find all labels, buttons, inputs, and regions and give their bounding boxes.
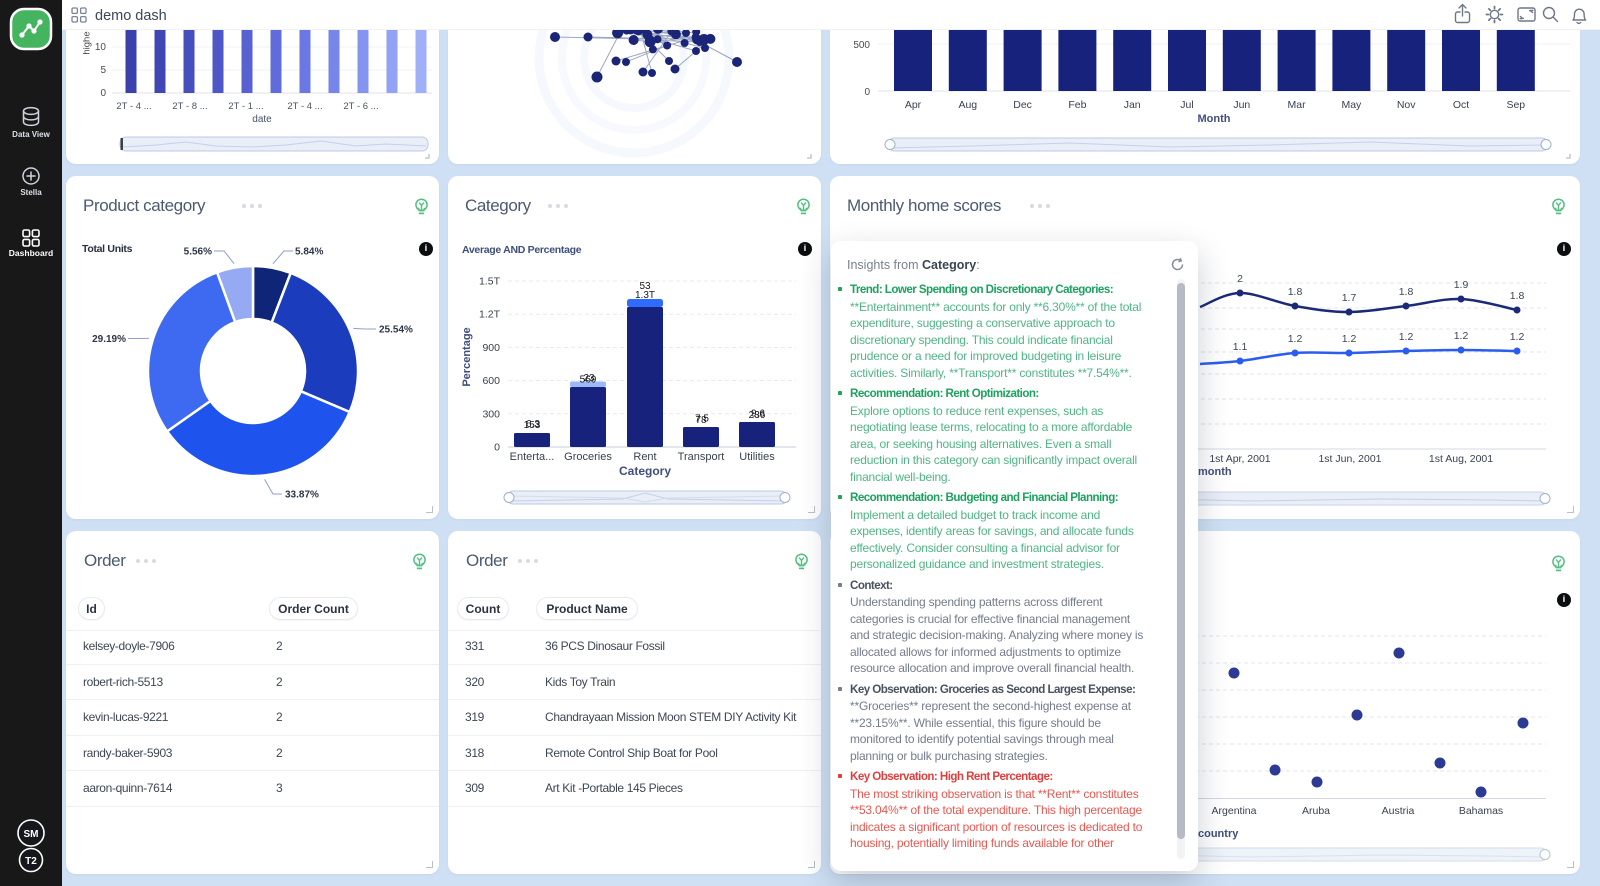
svg-text:Austria: Austria xyxy=(1382,805,1415,817)
svg-text:0: 0 xyxy=(864,87,870,98)
svg-text:0: 0 xyxy=(100,88,106,99)
svg-text:1.3T: 1.3T xyxy=(635,290,655,301)
svg-text:Jan: Jan xyxy=(1124,99,1141,111)
svg-text:1.2: 1.2 xyxy=(1342,333,1357,345)
svg-text:1.9: 1.9 xyxy=(1454,279,1469,291)
svg-text:53: 53 xyxy=(639,281,651,292)
svg-text:2T - 6 ...: 2T - 6 ... xyxy=(343,101,378,112)
svg-text:Oct: Oct xyxy=(1453,99,1469,111)
svg-text:Rent: Rent xyxy=(633,451,656,463)
svg-text:2T - 4 ...: 2T - 4 ... xyxy=(287,101,322,112)
svg-text:Stella: Stella xyxy=(20,188,42,197)
svg-text:Groceries: Groceries xyxy=(564,451,612,463)
svg-text:T2: T2 xyxy=(25,856,37,867)
svg-text:5.84%: 5.84% xyxy=(295,247,323,258)
svg-text:Aruba: Aruba xyxy=(1302,805,1330,817)
svg-text:demo dash: demo dash xyxy=(95,8,167,24)
svg-text:600: 600 xyxy=(482,375,500,387)
svg-text:Aug: Aug xyxy=(958,99,977,111)
svg-text:May: May xyxy=(1341,99,1362,111)
svg-text:1.8: 1.8 xyxy=(1399,286,1414,298)
svg-text:2T - 1 ...: 2T - 1 ... xyxy=(228,101,263,112)
svg-text:1.8: 1.8 xyxy=(1288,286,1303,298)
svg-text:1.2: 1.2 xyxy=(1510,331,1525,343)
svg-text:date: date xyxy=(252,114,272,125)
svg-text:78: 78 xyxy=(695,415,707,426)
svg-text:2T - 8 ...: 2T - 8 ... xyxy=(172,101,207,112)
svg-text:1st Apr, 2001: 1st Apr, 2001 xyxy=(1209,453,1270,465)
svg-text:29.19%: 29.19% xyxy=(92,334,126,345)
svg-text:Dec: Dec xyxy=(1013,99,1032,111)
svg-text:9.6: 9.6 xyxy=(751,409,765,420)
svg-text:SM: SM xyxy=(24,829,39,840)
svg-text:Nov: Nov xyxy=(1397,99,1416,111)
svg-text:Transport: Transport xyxy=(678,451,725,463)
svg-text:Bahamas: Bahamas xyxy=(1459,805,1503,817)
svg-text:Argentina: Argentina xyxy=(1212,805,1257,817)
svg-text:153: 153 xyxy=(524,420,541,431)
svg-text:1st Jun, 2001: 1st Jun, 2001 xyxy=(1318,453,1381,465)
svg-text:highe: highe xyxy=(82,31,93,54)
svg-text:5.56%: 5.56% xyxy=(184,247,212,258)
svg-text:569: 569 xyxy=(580,375,597,386)
svg-text:Percentage: Percentage xyxy=(461,327,473,386)
svg-text:900: 900 xyxy=(482,342,500,354)
svg-text:23: 23 xyxy=(583,373,595,384)
svg-text:Data View: Data View xyxy=(12,130,50,139)
svg-text:1.7: 1.7 xyxy=(1342,292,1357,304)
svg-text:country: country xyxy=(1198,828,1239,840)
svg-text:1st Aug, 2001: 1st Aug, 2001 xyxy=(1429,453,1493,465)
svg-text:Mar: Mar xyxy=(1288,99,1307,111)
svg-text:Enterta...: Enterta... xyxy=(510,451,555,463)
svg-text:1.2: 1.2 xyxy=(1454,330,1469,342)
svg-text:Feb: Feb xyxy=(1068,99,1086,111)
svg-text:10: 10 xyxy=(95,42,107,53)
svg-text:0: 0 xyxy=(494,442,500,454)
svg-text:1.1: 1.1 xyxy=(1233,341,1248,353)
svg-text:33.87%: 33.87% xyxy=(285,490,319,501)
svg-text:Month: Month xyxy=(1198,113,1231,125)
svg-text:6.3: 6.3 xyxy=(526,419,540,430)
svg-text:1.5T: 1.5T xyxy=(479,276,501,288)
svg-text:Sep: Sep xyxy=(1506,99,1525,111)
svg-text:Category: Category xyxy=(619,464,671,478)
svg-text:Jun: Jun xyxy=(1233,99,1250,111)
svg-text:Apr: Apr xyxy=(905,99,922,111)
svg-text:500: 500 xyxy=(853,40,870,51)
svg-text:5: 5 xyxy=(100,65,106,76)
svg-text:Jul: Jul xyxy=(1180,99,1193,111)
svg-text:1.2: 1.2 xyxy=(1288,333,1303,345)
svg-text:month: month xyxy=(1198,466,1232,478)
svg-text:25.54%: 25.54% xyxy=(379,325,413,336)
svg-text:Dashboard: Dashboard xyxy=(9,248,53,258)
svg-text:7.5: 7.5 xyxy=(695,414,709,425)
svg-text:2: 2 xyxy=(1237,273,1243,285)
svg-text:Utilities: Utilities xyxy=(739,451,775,463)
svg-text:1.2: 1.2 xyxy=(1399,331,1414,343)
svg-text:236: 236 xyxy=(749,410,766,421)
svg-text:1.2T: 1.2T xyxy=(479,309,501,321)
svg-text:300: 300 xyxy=(482,408,500,420)
svg-text:2T - 4 ...: 2T - 4 ... xyxy=(116,101,151,112)
svg-text:1.8: 1.8 xyxy=(1510,290,1525,302)
